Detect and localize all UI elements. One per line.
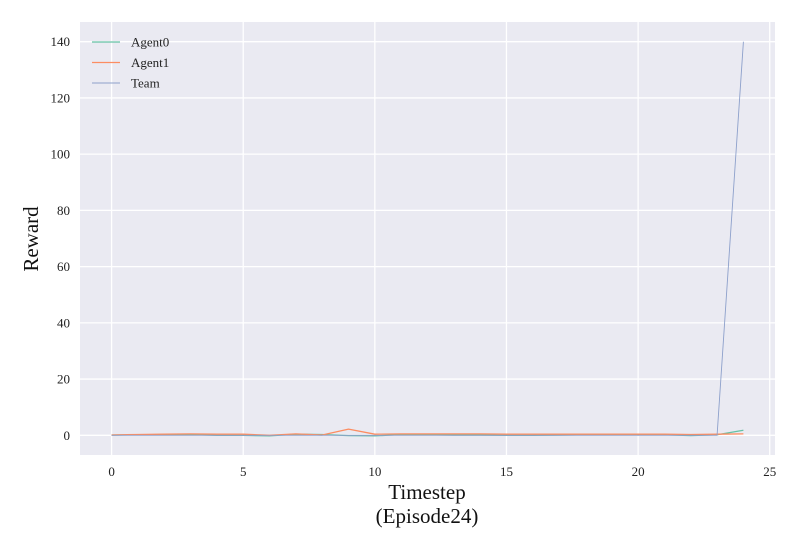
legend: Agent0 Agent1 Team — [92, 35, 169, 91]
y-tick-label: 40 — [57, 315, 70, 330]
legend-label-team: Team — [131, 76, 160, 91]
x-tick-label: 25 — [763, 464, 776, 479]
series-lines — [111, 41, 744, 437]
y-tick-label: 60 — [57, 259, 70, 274]
series-line-team — [111, 41, 744, 436]
x-tick-labels: 0 5 10 15 20 25 — [108, 464, 776, 479]
y-tick-label: 20 — [57, 372, 70, 387]
x-tick-label: 0 — [108, 464, 115, 479]
y-tick-label: 120 — [51, 90, 71, 105]
plot-background — [80, 22, 775, 455]
grid-lines — [80, 22, 775, 455]
y-axis-label: Reward — [19, 206, 43, 272]
x-tick-label: 10 — [368, 464, 381, 479]
x-tick-label: 15 — [500, 464, 513, 479]
y-tick-label: 0 — [64, 428, 71, 443]
y-tick-label: 140 — [51, 34, 71, 49]
x-axis-sublabel: (Episode24) — [376, 504, 479, 528]
legend-label-agent0: Agent0 — [131, 35, 169, 50]
x-tick-label: 20 — [632, 464, 645, 479]
legend-label-agent1: Agent1 — [131, 55, 169, 70]
x-axis-label: Timestep — [388, 480, 465, 504]
y-tick-label: 80 — [57, 203, 70, 218]
y-tick-label: 100 — [51, 147, 71, 162]
x-tick-label: 5 — [240, 464, 247, 479]
series-line-agent1 — [111, 428, 744, 436]
y-tick-labels: 0 20 40 60 80 100 120 140 — [51, 34, 71, 443]
